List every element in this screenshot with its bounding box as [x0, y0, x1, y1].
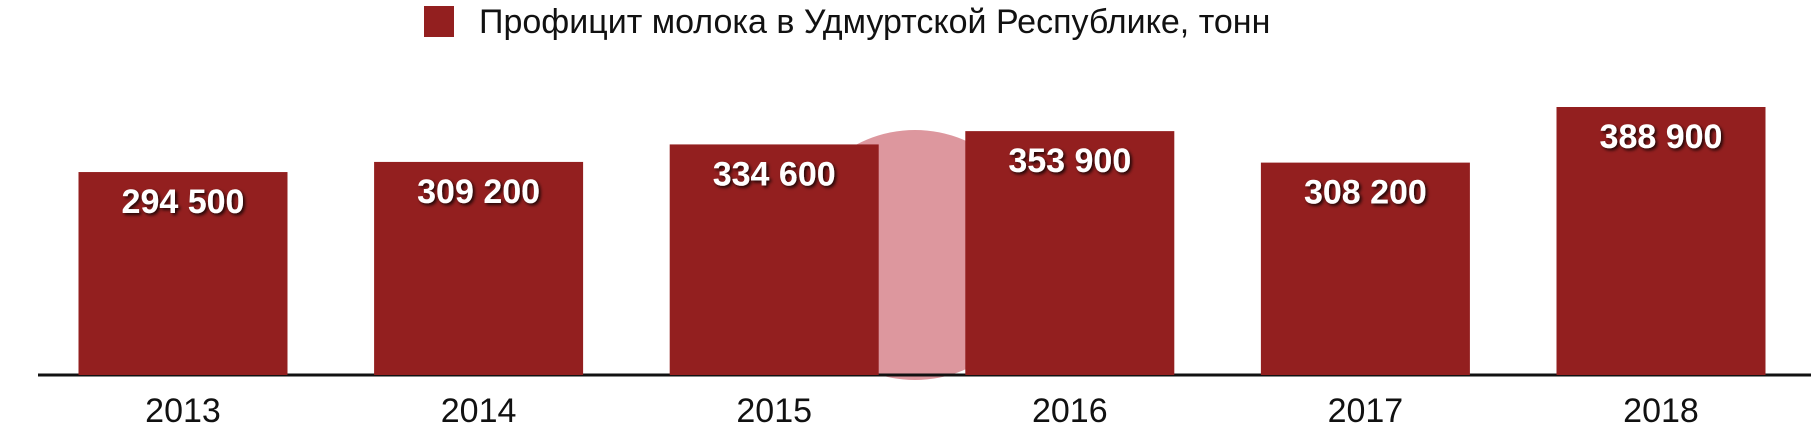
- value-label: 294 500: [122, 183, 245, 221]
- legend-swatch: [424, 6, 454, 37]
- x-tick-label: 2018: [1623, 392, 1699, 430]
- value-label: 308 200: [1304, 174, 1427, 212]
- x-tick-label: 2017: [1328, 392, 1404, 430]
- bar: [1260, 162, 1470, 375]
- bar: [1556, 107, 1766, 375]
- value-label: 334 600: [713, 155, 836, 193]
- bar: [78, 172, 288, 375]
- x-tick-label: 2014: [441, 392, 517, 430]
- x-tick-label: 2016: [1032, 392, 1108, 430]
- x-tick-label: 2013: [145, 392, 221, 430]
- value-label: 353 900: [1008, 142, 1131, 180]
- value-label: 309 200: [417, 173, 540, 211]
- x-tick-label: 2015: [736, 392, 812, 430]
- value-label: 388 900: [1600, 118, 1723, 156]
- bar: [669, 144, 879, 375]
- bar: [374, 161, 584, 375]
- legend-label: Профицит молока в Удмуртской Республике,…: [479, 3, 1270, 41]
- bar: [965, 131, 1175, 375]
